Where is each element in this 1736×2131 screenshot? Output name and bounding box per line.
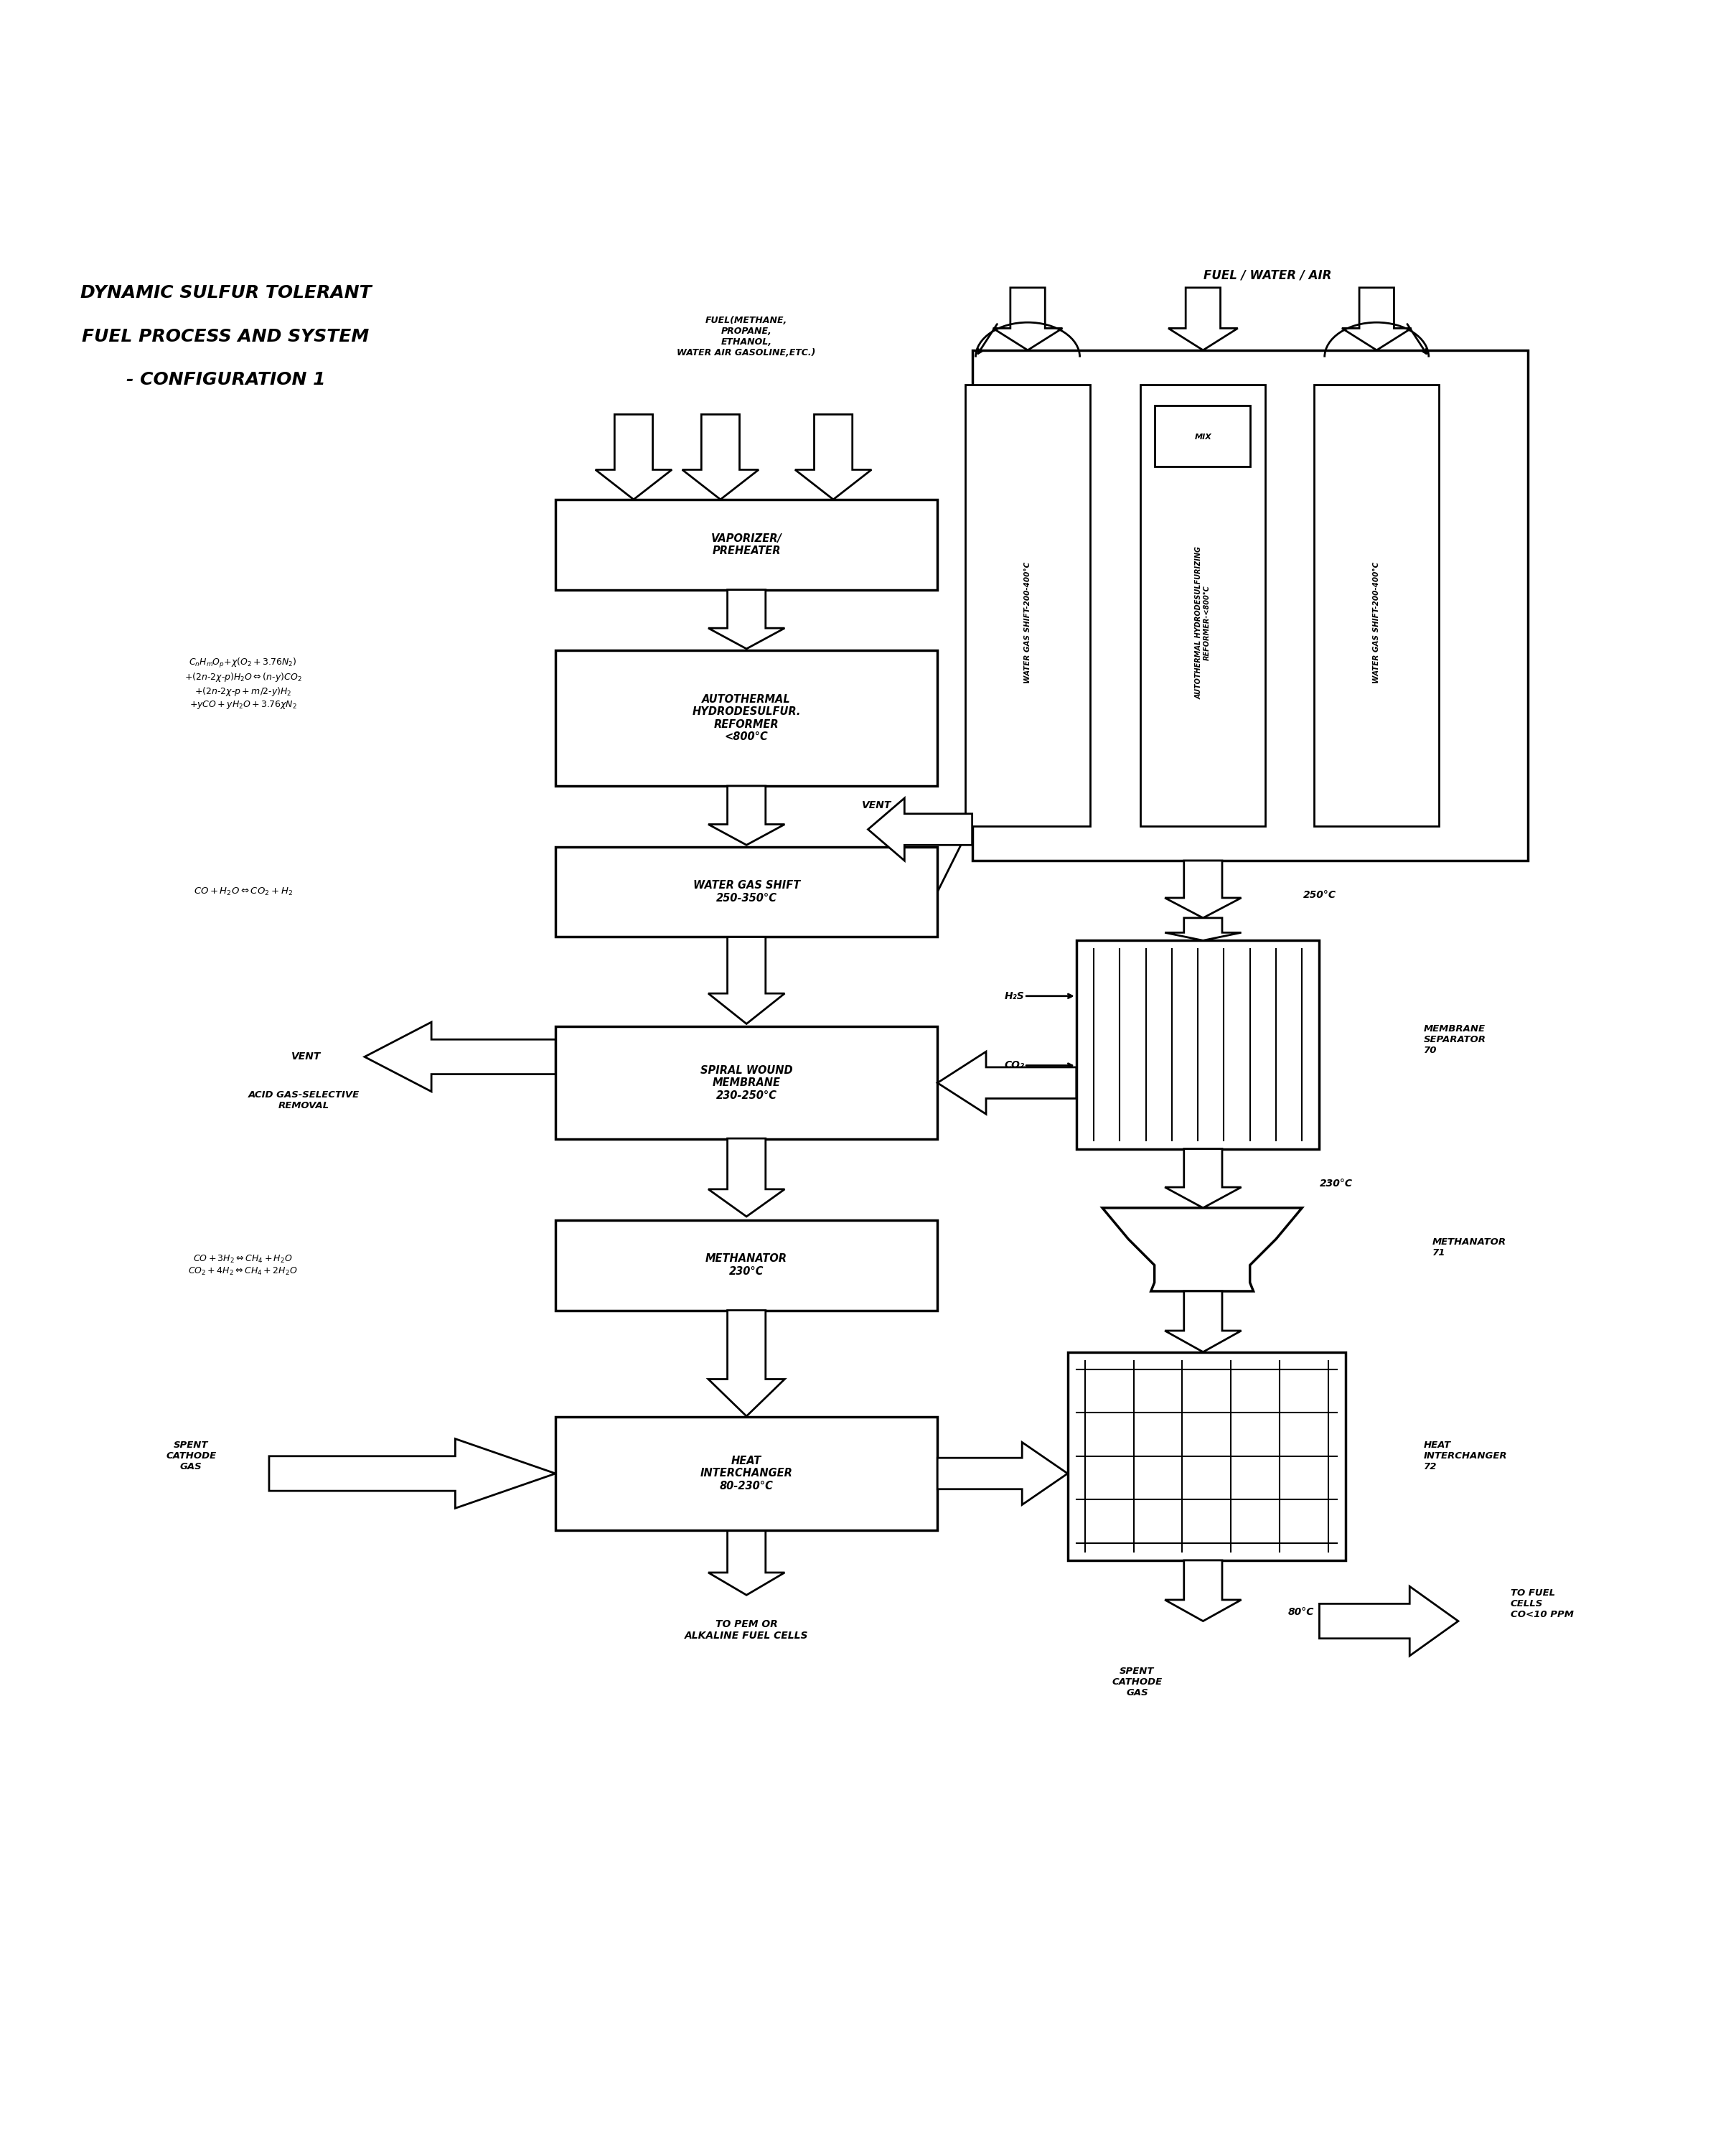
Text: SPIRAL WOUND
MEMBRANE
230-250°C: SPIRAL WOUND MEMBRANE 230-250°C xyxy=(700,1066,793,1102)
FancyBboxPatch shape xyxy=(1076,940,1319,1149)
FancyBboxPatch shape xyxy=(1154,405,1250,467)
Polygon shape xyxy=(1319,1585,1458,1656)
Polygon shape xyxy=(682,413,759,499)
Polygon shape xyxy=(937,1443,1068,1504)
Text: TO FUEL
CELLS
CO<10 PPM: TO FUEL CELLS CO<10 PPM xyxy=(1510,1588,1573,1620)
Polygon shape xyxy=(365,1023,556,1091)
Text: VAPORIZER/
PREHEATER: VAPORIZER/ PREHEATER xyxy=(712,533,781,556)
Text: $CO+3H_2\Leftrightarrow CH_4+H_2O$
$CO_2+4H_2\Leftrightarrow CH_4+2H_2O$: $CO+3H_2\Leftrightarrow CH_4+H_2O$ $CO_2… xyxy=(187,1253,299,1276)
Text: METHANATOR
230°C: METHANATOR 230°C xyxy=(705,1253,788,1276)
Polygon shape xyxy=(1165,918,1241,940)
Polygon shape xyxy=(1165,861,1241,918)
Polygon shape xyxy=(1165,1149,1241,1208)
Text: 80°C: 80°C xyxy=(1288,1607,1314,1617)
Text: MIX: MIX xyxy=(1194,433,1212,441)
Polygon shape xyxy=(708,1138,785,1217)
Text: WATER GAS SHIFT
250-350°C: WATER GAS SHIFT 250-350°C xyxy=(693,880,800,904)
Polygon shape xyxy=(868,799,972,861)
Text: H₂S: H₂S xyxy=(1005,991,1024,1002)
Text: METHANATOR
71: METHANATOR 71 xyxy=(1432,1238,1507,1257)
Polygon shape xyxy=(795,413,871,499)
FancyBboxPatch shape xyxy=(556,1417,937,1530)
Polygon shape xyxy=(937,1051,1076,1115)
Text: VENT: VENT xyxy=(861,799,892,810)
Text: $CO+H_2O\Leftrightarrow CO_2+H_2$: $CO+H_2O\Leftrightarrow CO_2+H_2$ xyxy=(193,886,293,897)
Polygon shape xyxy=(1165,1291,1241,1351)
Polygon shape xyxy=(595,413,672,499)
Text: FUEL / WATER / AIR: FUEL / WATER / AIR xyxy=(1203,269,1332,281)
Text: $C_nH_mO_p$$+\chi(O_2+3.76N_2)$
$+(2n\text{-}2\chi\text{-}p)H_2O\Leftrightarrow(: $C_nH_mO_p$$+\chi(O_2+3.76N_2)$ $+(2n\te… xyxy=(184,656,302,710)
Text: 230°C: 230°C xyxy=(1319,1178,1352,1189)
Polygon shape xyxy=(1342,288,1411,349)
Text: CO₂: CO₂ xyxy=(1003,1061,1024,1070)
Text: 250°C: 250°C xyxy=(1302,891,1337,901)
Text: AUTOTHERMAL HYDRODESULFURIZING
REFORMER-<800°C: AUTOTHERMAL HYDRODESULFURIZING REFORMER-… xyxy=(1196,546,1210,699)
Polygon shape xyxy=(1168,288,1238,349)
Polygon shape xyxy=(708,1311,785,1417)
Polygon shape xyxy=(1102,1208,1302,1291)
Polygon shape xyxy=(993,288,1062,349)
FancyBboxPatch shape xyxy=(556,1027,937,1140)
FancyBboxPatch shape xyxy=(1314,386,1439,827)
Text: WATER GAS SHIFT-200-400°C: WATER GAS SHIFT-200-400°C xyxy=(1024,563,1031,684)
Text: HEAT
INTERCHANGER
80-230°C: HEAT INTERCHANGER 80-230°C xyxy=(700,1455,793,1492)
FancyBboxPatch shape xyxy=(972,349,1528,861)
Text: VENT: VENT xyxy=(292,1053,321,1061)
Polygon shape xyxy=(708,786,785,846)
Text: ACID GAS-SELECTIVE
REMOVAL: ACID GAS-SELECTIVE REMOVAL xyxy=(248,1091,359,1110)
Text: FUEL(METHANE,
PROPANE,
ETHANOL,
WATER AIR GASOLINE,ETC.): FUEL(METHANE, PROPANE, ETHANOL, WATER AI… xyxy=(677,315,816,358)
Text: MEMBRANE
SEPARATOR
70: MEMBRANE SEPARATOR 70 xyxy=(1424,1025,1486,1055)
Polygon shape xyxy=(269,1438,556,1509)
FancyBboxPatch shape xyxy=(1068,1351,1345,1560)
FancyBboxPatch shape xyxy=(1141,386,1266,827)
Polygon shape xyxy=(1165,1560,1241,1622)
FancyBboxPatch shape xyxy=(556,499,937,590)
FancyBboxPatch shape xyxy=(556,650,937,786)
Text: TO PEM OR
ALKALINE FUEL CELLS: TO PEM OR ALKALINE FUEL CELLS xyxy=(684,1620,809,1641)
Polygon shape xyxy=(708,590,785,648)
Text: AUTOTHERMAL
HYDRODESULFUR.
REFORMER
<800°C: AUTOTHERMAL HYDRODESULFUR. REFORMER <800… xyxy=(693,695,800,742)
Polygon shape xyxy=(708,938,785,1023)
FancyBboxPatch shape xyxy=(556,846,937,938)
Text: FUEL PROCESS AND SYSTEM: FUEL PROCESS AND SYSTEM xyxy=(82,328,370,345)
Text: - CONFIGURATION 1: - CONFIGURATION 1 xyxy=(127,371,325,388)
FancyBboxPatch shape xyxy=(965,386,1090,827)
FancyBboxPatch shape xyxy=(556,1221,937,1311)
Text: DYNAMIC SULFUR TOLERANT: DYNAMIC SULFUR TOLERANT xyxy=(80,283,372,300)
Text: SPENT
CATHODE
GAS: SPENT CATHODE GAS xyxy=(1113,1666,1161,1696)
Polygon shape xyxy=(708,1530,785,1594)
Text: WATER GAS SHIFT-200-400°C: WATER GAS SHIFT-200-400°C xyxy=(1373,563,1380,684)
Text: HEAT
INTERCHANGER
72: HEAT INTERCHANGER 72 xyxy=(1424,1441,1507,1473)
Text: SPENT
CATHODE
GAS: SPENT CATHODE GAS xyxy=(167,1441,215,1473)
